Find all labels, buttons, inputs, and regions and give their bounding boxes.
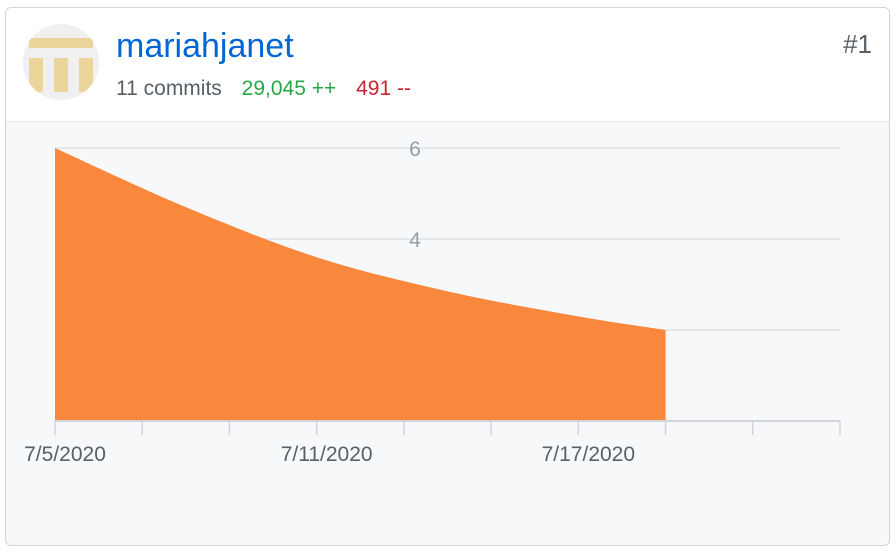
additions-count: 29,045 ++ [241,77,337,100]
x-tick-label: 7/5/2020 [24,443,106,466]
commit-count-link[interactable]: 11 commits [116,77,222,100]
contributor-rank: #1 [843,29,872,59]
x-tick-label: 7/17/2020 [542,443,635,466]
contributor-card: mariahjanet 11 commits 29,045 ++ 491 -- … [5,7,890,546]
deletions-count: 491 -- [356,77,411,100]
card-header: mariahjanet 11 commits 29,045 ++ 491 -- … [6,8,889,122]
y-tick-label: 4 [409,229,421,252]
commits-area [55,148,666,421]
avatar[interactable] [23,24,99,100]
identicon-icon [23,24,99,100]
username-link[interactable]: mariahjanet [116,27,294,65]
contribution-stats: 11 commits 29,045 ++ 491 -- [116,75,411,103]
x-tick-label: 7/11/2020 [281,443,373,466]
y-tick-label: 6 [409,138,421,161]
